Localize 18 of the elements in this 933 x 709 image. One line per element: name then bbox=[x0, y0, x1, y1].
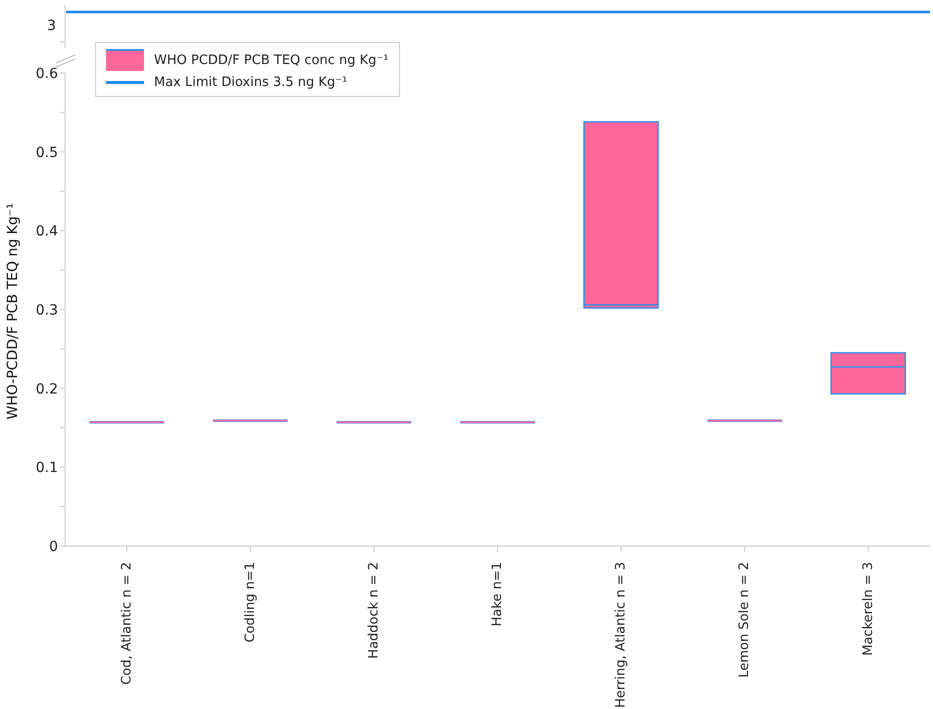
x-tick-label: Lemon Sole n = 2 bbox=[737, 562, 752, 678]
legend-label: WHO PCDD/F PCB TEQ conc ng Kg⁻¹ bbox=[154, 52, 389, 68]
y-tick-label: 0 bbox=[49, 538, 58, 555]
y-axis-title: WHO-PCDD/F PCB TEQ ng Kg⁻¹ bbox=[4, 203, 21, 420]
x-tick-label: Hake n=1 bbox=[490, 562, 506, 626]
x-tick-label: Herring, Atlantic n = 3 bbox=[614, 562, 629, 708]
x-tick-label: Cod, Atlantic n = 2 bbox=[119, 562, 134, 685]
text: 3 bbox=[47, 18, 56, 34]
x-tick-label: Haddock n = 2 bbox=[366, 562, 382, 659]
y-tick-label: 0.5 bbox=[36, 144, 58, 161]
y-tick-label: 0.2 bbox=[36, 381, 58, 398]
y-tick-label: 0.1 bbox=[36, 460, 58, 476]
y-tick-label: 0.6 bbox=[36, 66, 58, 82]
y-tick-label: 0.4 bbox=[36, 224, 58, 240]
legend-label: Max Limit Dioxins 3.5 ng Kg⁻¹ bbox=[154, 75, 348, 90]
x-tick-label: Codling n=1 bbox=[242, 562, 258, 643]
y-tick-label: 0.3 bbox=[36, 302, 58, 318]
x-tick-label: Mackereln = 3 bbox=[860, 562, 876, 656]
